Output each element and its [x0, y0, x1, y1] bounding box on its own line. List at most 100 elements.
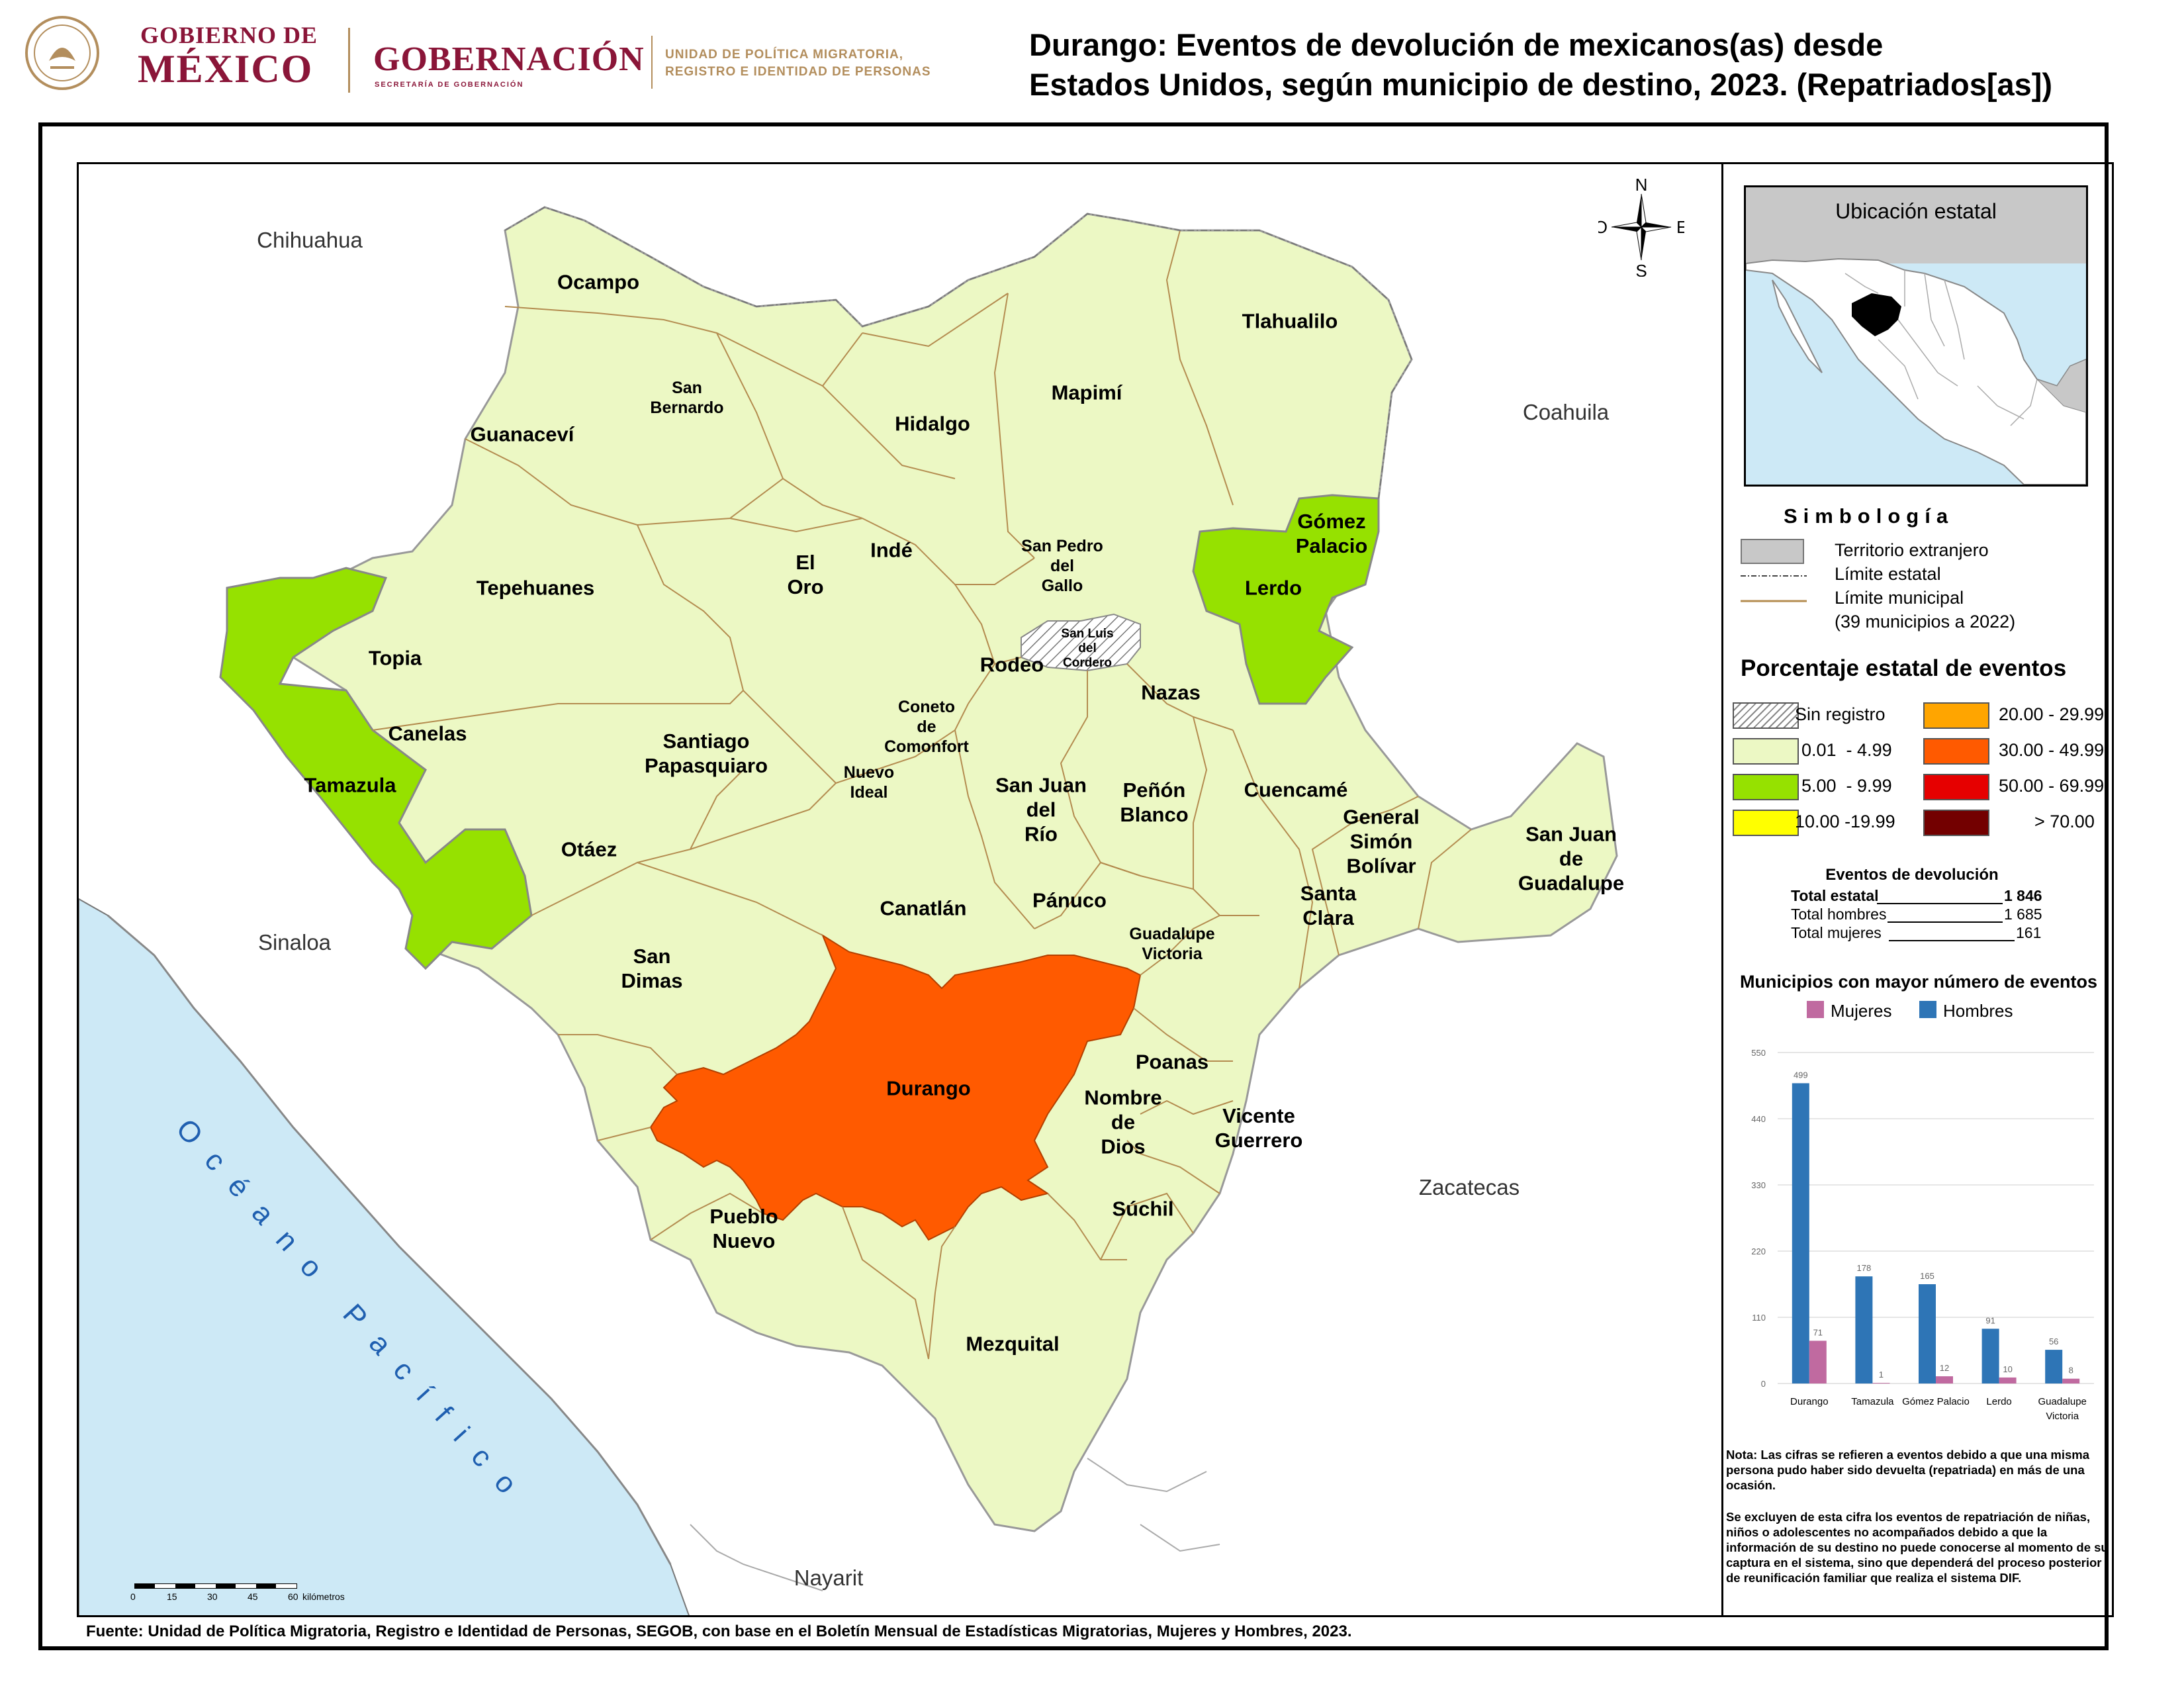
state-label-chihuahua: Chihuahua — [257, 228, 363, 252]
mun-limit-symbol — [1741, 600, 1807, 602]
legend-state-limit: Límite estatal — [1835, 564, 1941, 584]
bar-chart: 0 110 220 330 440 550 499 71 Durango 178 1 Tamazula… — [1751, 1048, 2094, 1422]
mun-label: San Juan del Río — [995, 773, 1087, 846]
chart-bar-mujeres — [1936, 1376, 1953, 1383]
mun-label: Tamazula — [304, 773, 396, 797]
chart-ytick-label: 220 — [1751, 1246, 1766, 1256]
logo-gob-line1: GOBIERNO DE — [140, 22, 318, 48]
foreign-swatch — [1741, 539, 1804, 564]
legend-men-label: Hombres — [1943, 1001, 2013, 1021]
class-label: 20.00 - 29.99 — [1999, 704, 2105, 724]
logo-gobernacion: GOBERNACIÓN — [373, 40, 645, 78]
mun-label: Coneto de Comonfort — [884, 698, 969, 756]
chart-bar-hombres — [1855, 1276, 1873, 1383]
compass-n: N — [1635, 177, 1648, 195]
mun-label: Vicente Guerrero — [1214, 1104, 1303, 1152]
class-swatch — [1923, 702, 1989, 729]
mun-label: Durango — [886, 1076, 971, 1100]
total-value: 1 846 — [2004, 887, 2042, 904]
scale-tick: 45 — [248, 1591, 258, 1602]
men-rule — [1888, 921, 2003, 923]
chart-ytick-label: 330 — [1751, 1180, 1766, 1190]
total-rule — [1877, 903, 2003, 904]
simbologia-title: Simbología — [1784, 504, 1954, 528]
men-label: Total hombres — [1791, 906, 1887, 923]
women-value: 161 — [2016, 924, 2042, 941]
compass-s: S — [1635, 261, 1647, 277]
chart-bar-hombres — [1981, 1329, 1999, 1383]
chart-data-label: 12 — [1940, 1363, 1949, 1373]
class-swatch — [1923, 774, 1989, 800]
chart-bar-mujeres — [2062, 1378, 2080, 1383]
header-logos: GOBIERNO DE MÉXICO GOBERNACIÓN SECRETARÍ… — [24, 15, 659, 94]
coat-of-arms-icon — [25, 16, 99, 90]
coastline — [107, 914, 672, 1565]
logo-unit-line1: UNIDAD DE POLÍTICA MIGRATORIA, — [665, 48, 904, 62]
inset-mexico-map — [1746, 187, 2086, 485]
chart-title: Municipios con mayor número de eventos — [1739, 972, 2098, 992]
legend-women-label: Mujeres — [1831, 1001, 1892, 1021]
chart-category-label: Guadalupe — [2038, 1396, 2086, 1407]
legend-mun-count: (39 municipios a 2022) — [1835, 612, 2016, 632]
compass-o: O — [1598, 217, 1608, 237]
mun-label: Peñón Blanco — [1120, 778, 1189, 826]
chart-data-label: 10 — [2003, 1364, 2012, 1374]
scale-tick: 30 — [207, 1591, 218, 1602]
mun-label: Mezquital — [966, 1332, 1060, 1356]
chart-data-label: 56 — [2049, 1336, 2058, 1346]
women-label: Total mujeres — [1791, 924, 1882, 941]
mun-label: San Bernardo — [650, 379, 724, 417]
scale-tick: 0 — [130, 1591, 136, 1602]
title-line1: Durango: Eventos de devolución de mexica… — [1029, 27, 1884, 62]
class-swatch — [1733, 810, 1799, 836]
mun-label: Topia — [368, 646, 422, 670]
class-swatch — [1923, 810, 1989, 836]
chart-bar-hombres — [2045, 1350, 2063, 1383]
events-title: Eventos de devolución — [1825, 866, 1999, 884]
mun-label: Mapimí — [1051, 381, 1122, 404]
pct-title: Porcentaje estatal de eventos — [1741, 655, 2067, 681]
state-limit-symbol — [1741, 575, 1807, 577]
class-label: 5.00 - 9.99 — [1801, 776, 1892, 796]
chart-ytick-label: 550 — [1751, 1048, 1766, 1058]
scale-bar: 0 15 30 45 60 kilómetros — [125, 1581, 363, 1607]
inset-title: Ubicación estatal — [1835, 199, 1997, 223]
chart-data-label: 499 — [1794, 1070, 1808, 1080]
mun-label: Nombre de Dios — [1084, 1086, 1162, 1158]
source-text: Fuente: Unidad de Política Migratoria, R… — [86, 1622, 1352, 1640]
mun-label: Poanas — [1135, 1050, 1209, 1074]
scale-tick: 15 — [167, 1591, 177, 1602]
mun-label: Cuencamé — [1244, 778, 1348, 802]
class-swatch — [1733, 774, 1799, 800]
legend-men-swatch — [1919, 1001, 1936, 1018]
logo-divider — [348, 28, 350, 93]
chart-data-label: 71 — [1813, 1327, 1823, 1337]
mun-label: Guanaceví — [470, 422, 574, 446]
women-rule — [1889, 940, 2015, 941]
logo-gobernacion-sub: SECRETARÍA DE GOBERNACIÓN — [375, 81, 524, 89]
compass-e: E — [1676, 217, 1684, 237]
note-1: Nota: Las cifras se refieren a eventos d… — [1726, 1448, 2090, 1492]
chart-data-label: 1 — [1879, 1370, 1884, 1380]
chart-category-label: Durango — [1790, 1396, 1829, 1407]
chart-category-label: Gómez Palacio — [1902, 1396, 1970, 1407]
state-label-zacatecas: Zacatecas — [1418, 1175, 1520, 1199]
mun-label: Hidalgo — [895, 412, 970, 436]
map-title: Durango: Eventos de devolución de mexica… — [1029, 25, 2154, 105]
mun-label: Pánuco — [1032, 888, 1107, 912]
mun-label: Lerdo — [1244, 576, 1302, 600]
state-label-sinaloa: Sinaloa — [257, 930, 332, 955]
legend-women-swatch — [1807, 1001, 1824, 1018]
scale-tick: 60 — [288, 1591, 298, 1602]
mun-label: Gómez Palacio — [1295, 510, 1368, 557]
mun-label: Indé — [870, 538, 913, 562]
scale-bar-graphic — [134, 1583, 297, 1589]
note-2: Se excluyen de esta cifra los eventos de… — [1726, 1510, 2109, 1585]
mun-label: Canatlán — [880, 896, 967, 920]
logo-divider — [651, 36, 653, 89]
chart-category-label: Tamazula — [1851, 1396, 1894, 1407]
chart-ytick-label: 440 — [1751, 1114, 1766, 1124]
legend-panel — [1723, 162, 2114, 1617]
class-label: 0.01 - 4.99 — [1801, 740, 1892, 760]
class-label: > 70.00 — [2034, 812, 2095, 831]
